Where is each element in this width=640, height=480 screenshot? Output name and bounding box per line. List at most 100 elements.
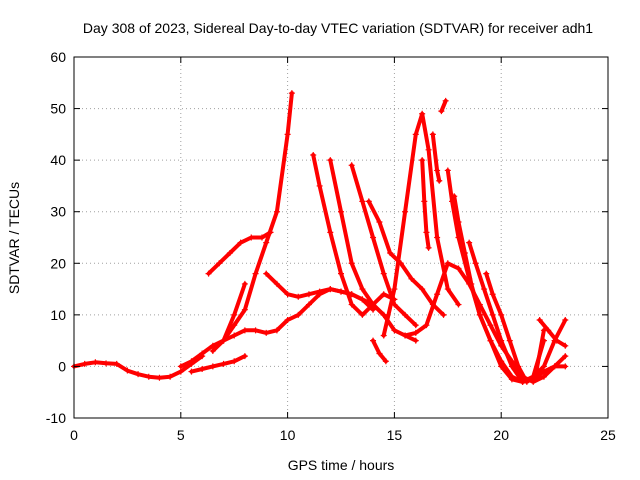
data-point bbox=[444, 260, 451, 267]
data-point bbox=[481, 286, 488, 293]
data-point bbox=[241, 306, 248, 313]
data-point bbox=[156, 374, 163, 381]
data-point bbox=[530, 378, 537, 385]
series-low-track bbox=[188, 353, 248, 375]
data-point bbox=[380, 332, 387, 339]
data-point bbox=[284, 291, 291, 298]
data-point bbox=[380, 291, 387, 298]
data-point bbox=[506, 337, 513, 344]
data-point bbox=[273, 327, 280, 334]
data-point bbox=[562, 317, 569, 324]
data-point bbox=[489, 291, 496, 298]
data-point bbox=[440, 311, 447, 318]
chart-title: Day 308 of 2023, Sidereal Day-to-day VTE… bbox=[83, 20, 593, 36]
data-point bbox=[113, 360, 120, 367]
data-point bbox=[442, 97, 449, 104]
data-point bbox=[145, 373, 152, 380]
data-point bbox=[263, 270, 270, 277]
data-point bbox=[209, 342, 216, 349]
data-point bbox=[205, 270, 212, 277]
data-point bbox=[438, 108, 445, 115]
y-tick-label: 40 bbox=[50, 152, 66, 168]
data-point bbox=[252, 270, 259, 277]
data-point bbox=[177, 368, 184, 375]
data-point bbox=[553, 337, 560, 344]
data-point bbox=[295, 311, 302, 318]
grid bbox=[74, 57, 608, 418]
data-point bbox=[209, 347, 216, 354]
data-point bbox=[167, 373, 174, 380]
data-point bbox=[487, 322, 494, 329]
data-point bbox=[199, 350, 206, 357]
data-point bbox=[436, 177, 443, 184]
data-point bbox=[273, 280, 280, 287]
series-late-recovery bbox=[536, 317, 569, 349]
data-point bbox=[412, 329, 419, 336]
y-axis-label: SDTVAR / TECUs bbox=[6, 182, 22, 294]
data-point bbox=[476, 311, 483, 318]
series-fall-from-39 bbox=[348, 162, 419, 329]
data-point bbox=[288, 90, 295, 97]
data-point bbox=[231, 332, 238, 339]
data-point bbox=[273, 208, 280, 215]
series-baseline-early bbox=[71, 353, 206, 381]
series-spike-51 bbox=[438, 97, 449, 115]
data-point bbox=[338, 270, 344, 277]
series-line bbox=[420, 158, 431, 250]
data-point bbox=[382, 358, 389, 365]
data-point bbox=[562, 342, 569, 349]
data-point bbox=[103, 360, 110, 367]
x-tick-label: 20 bbox=[493, 427, 509, 443]
data-point bbox=[370, 301, 377, 308]
data-point bbox=[408, 275, 415, 282]
data-point bbox=[316, 182, 323, 189]
data-point bbox=[508, 358, 515, 365]
data-point bbox=[216, 260, 223, 267]
y-tick-label: 0 bbox=[58, 358, 66, 374]
data-point bbox=[338, 208, 344, 215]
x-tick-label: 10 bbox=[280, 427, 296, 443]
data-point bbox=[412, 322, 419, 329]
data-point bbox=[419, 286, 426, 293]
data-point bbox=[536, 317, 543, 324]
data-point bbox=[444, 286, 451, 293]
data-point bbox=[412, 131, 419, 138]
data-point bbox=[263, 329, 270, 336]
data-point bbox=[267, 229, 274, 236]
data-point bbox=[338, 288, 344, 295]
data-point bbox=[305, 301, 312, 308]
data-point bbox=[365, 198, 372, 205]
series-evening-track bbox=[402, 260, 569, 385]
data-point bbox=[220, 337, 227, 344]
data-point bbox=[226, 249, 233, 256]
data-point bbox=[135, 371, 142, 378]
data-point bbox=[284, 317, 291, 324]
data-point bbox=[359, 198, 366, 205]
data-point bbox=[545, 327, 552, 334]
data-point bbox=[348, 260, 355, 267]
x-tick-label: 5 bbox=[177, 427, 185, 443]
y-tick-label: 30 bbox=[50, 204, 66, 220]
series-line bbox=[430, 132, 442, 183]
data-point bbox=[419, 110, 426, 117]
data-point bbox=[231, 311, 238, 318]
data-point bbox=[310, 151, 317, 158]
data-point bbox=[391, 286, 398, 293]
data-point bbox=[444, 167, 451, 174]
data-point bbox=[209, 363, 216, 370]
series-fall-from-41 bbox=[310, 151, 398, 318]
x-axis-label: GPS time / hours bbox=[288, 457, 395, 473]
data-point bbox=[231, 322, 238, 329]
data-point bbox=[188, 368, 195, 375]
data-point bbox=[391, 327, 398, 334]
y-tick-label: 10 bbox=[50, 307, 66, 323]
data-point bbox=[348, 162, 355, 169]
data-point bbox=[248, 234, 255, 241]
data-point bbox=[376, 350, 383, 357]
data-point bbox=[380, 311, 387, 318]
data-point bbox=[370, 234, 377, 241]
data-point bbox=[412, 337, 419, 344]
y-tick-label: 60 bbox=[50, 49, 66, 65]
